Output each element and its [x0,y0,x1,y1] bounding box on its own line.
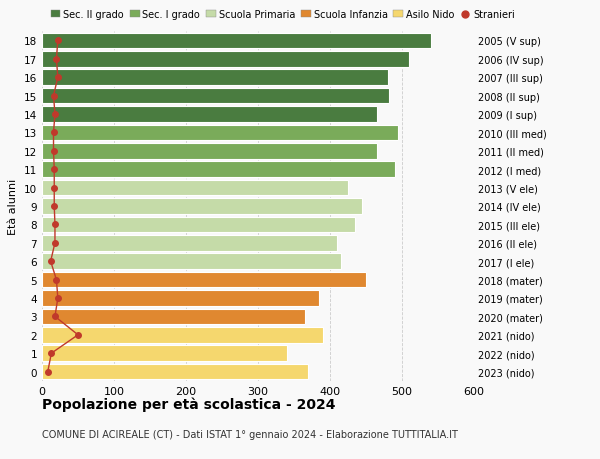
Bar [42,272,366,288]
Bar [42,34,431,49]
Bar [42,346,287,361]
Bar [42,291,319,306]
Y-axis label: Età alunni: Età alunni [8,179,19,235]
Bar [42,217,355,233]
Bar [42,327,323,343]
Bar [42,162,395,178]
Bar [42,235,337,251]
Bar [42,89,389,104]
Bar [42,70,388,86]
Bar [42,144,377,159]
Bar [42,254,341,269]
Bar [42,199,362,214]
Bar [42,125,398,141]
Bar [42,107,377,123]
Bar [42,309,305,325]
Bar [42,364,308,380]
Text: COMUNE DI ACIREALE (CT) - Dati ISTAT 1° gennaio 2024 - Elaborazione TUTTITALIA.I: COMUNE DI ACIREALE (CT) - Dati ISTAT 1° … [42,429,458,439]
Text: Popolazione per età scolastica - 2024: Popolazione per età scolastica - 2024 [42,397,335,412]
Bar [42,180,348,196]
Legend: Sec. II grado, Sec. I grado, Scuola Primaria, Scuola Infanzia, Asilo Nido, Stran: Sec. II grado, Sec. I grado, Scuola Prim… [47,6,518,24]
Bar [42,52,409,67]
